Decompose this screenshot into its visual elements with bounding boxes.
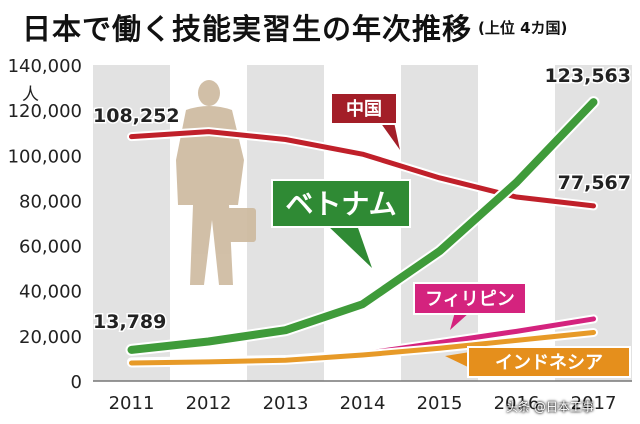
series-label-vietnam: ベトナム xyxy=(271,179,411,268)
series-label-china-text: 中国 xyxy=(346,98,382,120)
y-tick-label: 0 xyxy=(71,372,82,393)
x-tick-label: 2015 xyxy=(417,393,463,414)
silhouette-head xyxy=(198,80,220,106)
y-unit-label: 人 xyxy=(22,85,39,105)
y-tick-label: 60,000 xyxy=(19,237,82,258)
column-band-2011 xyxy=(93,65,170,381)
series-line xyxy=(129,329,596,366)
series-label-indonesia-pointer xyxy=(445,352,470,368)
worker-silhouette xyxy=(176,80,256,285)
x-tick-label: 2014 xyxy=(340,393,386,414)
series-label-philippines-text: フィリピン xyxy=(425,289,515,310)
x-tick-label: 2012 xyxy=(186,393,232,414)
y-tick-label: 80,000 xyxy=(19,191,82,212)
x-tick-label: 2016 xyxy=(494,393,540,414)
x-tick-label: 2013 xyxy=(263,393,309,414)
data-label: 13,789 xyxy=(93,311,166,333)
series-label-indonesia: インドネシア xyxy=(445,346,631,378)
series-label-vietnam-box xyxy=(271,179,411,228)
watermark: 头条 @日本工事 xyxy=(506,400,594,414)
series-label-philippines-box xyxy=(413,282,527,315)
chart-subtitle: (上位 4カ国) xyxy=(478,19,568,37)
y-tick-label: 20,000 xyxy=(19,327,82,348)
data-label: 123,563 xyxy=(544,65,631,87)
y-tick-label: 140,000 xyxy=(8,56,82,77)
x-tick-label: 2011 xyxy=(109,393,155,414)
series-label-vietnam-pointer xyxy=(327,225,372,268)
series-label-china-box xyxy=(330,92,398,125)
chart-title: 日本で働く技能実習生の年次推移 xyxy=(22,12,473,46)
y-tick-label: 120,000 xyxy=(8,101,82,122)
data-label: 77,567 xyxy=(558,172,631,194)
series-line xyxy=(127,98,598,354)
y-tick-label: 40,000 xyxy=(19,282,82,303)
x-tick-label: 2017 xyxy=(571,393,617,414)
series-label-vietnam-text: ベトナム xyxy=(285,188,396,221)
series-label-indonesia-box xyxy=(467,346,631,378)
series-label-china: 中国 xyxy=(330,92,400,150)
series-label-philippines-pointer xyxy=(450,312,470,330)
silhouette-bag xyxy=(226,208,256,242)
series-label-indonesia-text: インドネシア xyxy=(495,352,603,373)
data-label: 108,252 xyxy=(93,105,180,127)
series-label-china-pointer xyxy=(380,122,400,150)
series-label-philippines: フィリピン xyxy=(413,282,527,330)
series-line xyxy=(129,129,596,209)
y-tick-label: 100,000 xyxy=(8,146,82,167)
